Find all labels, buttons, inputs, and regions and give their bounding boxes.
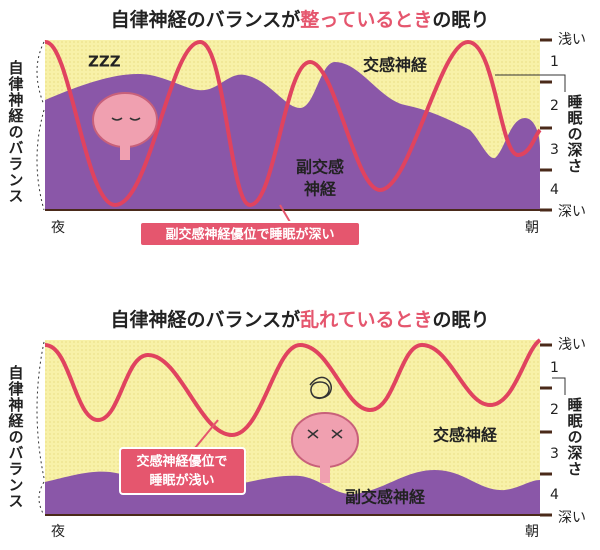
left-label: 自律神経のバランス — [7, 364, 25, 509]
level: 2 — [550, 402, 559, 418]
brain-icon — [291, 376, 359, 483]
brain-icon: ZZZ — [88, 53, 158, 160]
parasympathetic-label: 副交感神経 — [345, 488, 426, 507]
level: 1 — [550, 360, 559, 376]
title: 自律神経のバランスが乱れているときの眠り — [110, 308, 489, 331]
depth-bracket — [495, 74, 566, 92]
level: 1 — [550, 54, 559, 70]
panel-bad: 自律神経のバランスが乱れているときの眠り 交感神経 副交感神経 交感神経優位で … — [7, 308, 587, 541]
sympathetic-label: 交感神経 — [433, 426, 498, 445]
depth-bottom: 深い — [558, 510, 586, 526]
depth-ticks — [540, 343, 552, 517]
left-label: 自律神経のバランス — [7, 59, 25, 204]
callout-pointer — [279, 204, 291, 223]
level: 3 — [550, 142, 559, 158]
level: 2 — [550, 98, 559, 114]
x-end: 朝 — [525, 524, 539, 540]
title-part: 自律神経のバランスが — [111, 8, 301, 31]
title-part: の眠り — [433, 309, 490, 331]
callout-box — [119, 447, 246, 495]
left-bracket — [36, 341, 45, 516]
level: 4 — [550, 182, 559, 198]
sleep-curve — [44, 39, 542, 208]
depth-top: 浅い — [558, 32, 586, 48]
title-highlight: 乱れているとき — [300, 309, 432, 331]
callout-pointer — [194, 419, 219, 449]
right-label: 睡眠の深さ — [566, 93, 584, 174]
parasympathetic-label: 副交感 — [296, 158, 344, 177]
sleep-z: ZZZ — [88, 53, 121, 71]
left-bracket — [36, 41, 45, 211]
callout-text: 副交感神経優位で睡眠が深い — [165, 227, 334, 243]
title-highlight: 整っているとき — [300, 8, 432, 31]
level: 3 — [550, 446, 559, 462]
x-start: 夜 — [51, 220, 65, 236]
level: 4 — [550, 487, 559, 503]
title-part: の眠り — [432, 9, 489, 31]
callout-box — [139, 221, 361, 247]
x-end: 朝 — [525, 220, 539, 236]
title-part: 自律神経のバランスが — [110, 308, 300, 331]
title: 自律神経のバランスが整っているときの眠り — [111, 8, 490, 31]
callout-text: 睡眠が浅い — [149, 473, 214, 489]
panel-good: 自律神経のバランスが整っているときの眠り ZZZ 交感神経 副交感 神経 副交感… — [7, 8, 586, 247]
depth-bracket — [552, 377, 566, 395]
depth-bottom: 深い — [558, 204, 586, 220]
parasympathetic-area — [45, 470, 540, 515]
sleep-curve — [44, 338, 542, 438]
sympathetic-label: 交感神経 — [363, 56, 428, 75]
callout-text: 交感神経優位で — [136, 454, 227, 470]
parasympathetic-label: 神経 — [304, 180, 337, 199]
depth-top: 浅い — [558, 337, 586, 353]
depth-ticks — [540, 38, 552, 212]
right-label: 睡眠の深さ — [566, 396, 584, 477]
x-start: 夜 — [51, 524, 65, 540]
